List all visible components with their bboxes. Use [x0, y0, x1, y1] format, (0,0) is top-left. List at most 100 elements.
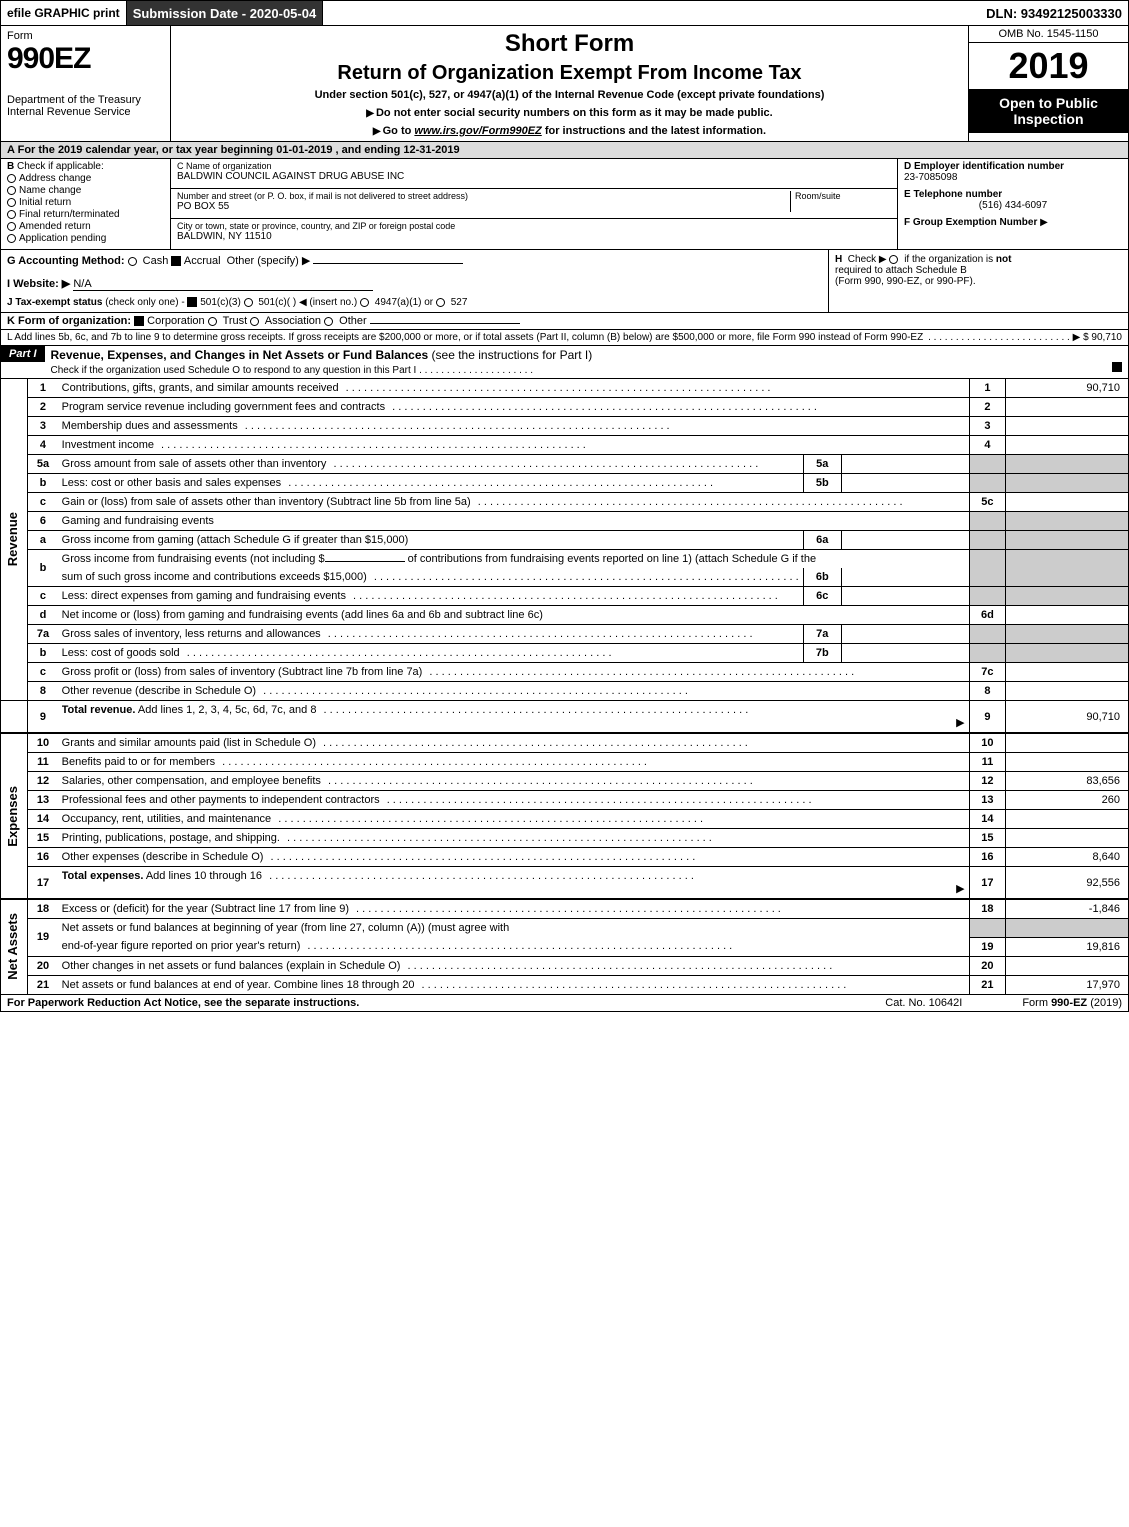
- line-18-value: -1,846: [1006, 899, 1129, 919]
- check-if-label: Check if applicable:: [17, 161, 104, 172]
- table-row: b Gross income from fundraising events (…: [1, 550, 1129, 569]
- line-5a-value: [841, 455, 969, 474]
- line-6d-value: [1006, 606, 1129, 625]
- chk-amended-return[interactable]: Amended return: [7, 221, 164, 232]
- sched-o-checkbox[interactable]: [1112, 362, 1122, 372]
- 501c-checkbox[interactable]: [244, 298, 253, 307]
- col-b-checkboxes: B Check if applicable: Address change Na…: [1, 159, 171, 249]
- 4947a1-checkbox[interactable]: [360, 298, 369, 307]
- accrual-checkbox[interactable]: [171, 256, 181, 266]
- 527-checkbox[interactable]: [436, 298, 445, 307]
- period-prefix: A: [7, 144, 15, 156]
- tel-label: E Telephone number: [904, 189, 1122, 200]
- chk-initial-return[interactable]: Initial return: [7, 197, 164, 208]
- part-title: Revenue, Expenses, and Changes in Net As…: [51, 348, 429, 362]
- line-k: K Form of organization: Corporation Trus…: [0, 313, 1129, 330]
- goto-link-line: Go to www.irs.gov/Form990EZ for instruct…: [179, 125, 960, 137]
- trust-checkbox[interactable]: [208, 317, 217, 326]
- table-row: c Gain or (loss) from sale of assets oth…: [1, 493, 1129, 512]
- col-d-ids: D Employer identification number 23-7085…: [898, 159, 1128, 249]
- line-5b-value: [841, 474, 969, 493]
- 501c3-checkbox[interactable]: [187, 297, 197, 307]
- open-to-public: Open to Public Inspection: [969, 89, 1128, 133]
- other-org-checkbox[interactable]: [324, 317, 333, 326]
- part-label: Part I: [1, 346, 45, 362]
- line-6c-value: [841, 587, 969, 606]
- line-2-value: [1006, 398, 1129, 417]
- line-10-value: [1006, 733, 1129, 753]
- cash-checkbox[interactable]: [128, 257, 137, 266]
- group-exempt-block: F Group Exemption Number ▶: [904, 217, 1122, 228]
- table-row: 3 Membership dues and assessments 3: [1, 417, 1129, 436]
- line-5c-value: [1006, 493, 1129, 512]
- line-17-value: 92,556: [1006, 867, 1129, 900]
- table-row: 15 Printing, publications, postage, and …: [1, 829, 1129, 848]
- table-row: 17 Total expenses. Add lines 10 through …: [1, 867, 1129, 900]
- line-8-value: [1006, 682, 1129, 701]
- table-row: 8 Other revenue (describe in Schedule O)…: [1, 682, 1129, 701]
- return-title: Return of Organization Exempt From Incom…: [179, 62, 960, 85]
- tax-period-row: A For the 2019 calendar year, or tax yea…: [0, 142, 1129, 159]
- table-row: 4 Investment income 4: [1, 436, 1129, 455]
- netassets-section-label: Net Assets: [5, 913, 20, 980]
- col-c-org-info: C Name of organization BALDWIN COUNCIL A…: [171, 159, 898, 249]
- header-middle: Short Form Return of Organization Exempt…: [171, 26, 968, 141]
- corp-checkbox[interactable]: [134, 316, 144, 326]
- line-13-value: 260: [1006, 791, 1129, 810]
- table-row: 13 Professional fees and other payments …: [1, 791, 1129, 810]
- table-row: c Gross profit or (loss) from sales of i…: [1, 663, 1129, 682]
- table-row: 14 Occupancy, rent, utilities, and maint…: [1, 810, 1129, 829]
- table-row: 20 Other changes in net assets or fund b…: [1, 956, 1129, 975]
- table-row: b Less: cost of goods sold 7b: [1, 644, 1129, 663]
- line-12-value: 83,656: [1006, 772, 1129, 791]
- table-row: 9 Total revenue. Add lines 1, 2, 3, 4, 5…: [1, 701, 1129, 734]
- expenses-section-label: Expenses: [5, 786, 20, 847]
- table-row: b Less: cost or other basis and sales ex…: [1, 474, 1129, 493]
- other-org-field[interactable]: [370, 323, 520, 324]
- line-6a-value: [841, 531, 969, 550]
- table-row: 16 Other expenses (describe in Schedule …: [1, 848, 1129, 867]
- table-row: 2 Program service revenue including gove…: [1, 398, 1129, 417]
- city-value: BALDWIN, NY 11510: [177, 231, 891, 242]
- paperwork-notice: For Paperwork Reduction Act Notice, see …: [7, 997, 359, 1009]
- line-9-value: 90,710: [1006, 701, 1129, 734]
- org-name-label: C Name of organization: [177, 161, 891, 171]
- line-19-value: 19,816: [1006, 937, 1129, 956]
- 6b-contrib-field[interactable]: [325, 561, 405, 562]
- part-title-note: (see the instructions for Part I): [432, 348, 593, 362]
- chk-name-change[interactable]: Name change: [7, 185, 164, 196]
- assoc-checkbox[interactable]: [250, 317, 259, 326]
- table-row: 6 Gaming and fundraising events: [1, 512, 1129, 531]
- schedule-b-checkbox[interactable]: [889, 255, 898, 264]
- efile-print-label[interactable]: efile GRAPHIC print: [1, 1, 127, 25]
- line-7b-value: [841, 644, 969, 663]
- chk-application-pending[interactable]: Application pending: [7, 233, 164, 244]
- table-row: end-of-year figure reported on prior yea…: [1, 937, 1129, 956]
- tax-year: 2019: [969, 43, 1128, 89]
- ssn-warning: Do not enter social security numbers on …: [179, 107, 960, 119]
- ein-label: D Employer identification number: [904, 161, 1122, 172]
- org-name-row: C Name of organization BALDWIN COUNCIL A…: [171, 159, 897, 189]
- dln: DLN: 93492125003330: [980, 1, 1128, 25]
- dept-irs: Internal Revenue Service: [7, 106, 164, 118]
- line-j: J Tax-exempt status (check only one) - 5…: [7, 297, 822, 308]
- line-15-value: [1006, 829, 1129, 848]
- other-specify-field[interactable]: [313, 263, 463, 264]
- omb-number: OMB No. 1545-1150: [969, 26, 1128, 43]
- table-row: Expenses 10 Grants and similar amounts p…: [1, 733, 1129, 753]
- line-g: G Accounting Method: Cash Accrual Other …: [7, 254, 822, 267]
- table-row: a Gross income from gaming (attach Sched…: [1, 531, 1129, 550]
- chk-address-change[interactable]: Address change: [7, 173, 164, 184]
- line-6b-value: [841, 568, 969, 587]
- table-row: sum of such gross income and contributio…: [1, 568, 1129, 587]
- line-11-value: [1006, 753, 1129, 772]
- irs-link[interactable]: www.irs.gov/Form990EZ: [414, 125, 541, 137]
- footer-form-number: 990-EZ: [1051, 997, 1087, 1009]
- chk-final-return[interactable]: Final return/terminated: [7, 209, 164, 220]
- city-row: City or town, state or province, country…: [171, 219, 897, 249]
- dept-treasury: Department of the Treasury: [7, 94, 164, 106]
- ein-block: D Employer identification number 23-7085…: [904, 161, 1122, 183]
- period-text: For the 2019 calendar year, or tax year …: [18, 144, 460, 156]
- line-l: L Add lines 5b, 6c, and 7b to line 9 to …: [0, 330, 1129, 346]
- form-word: Form: [7, 30, 164, 42]
